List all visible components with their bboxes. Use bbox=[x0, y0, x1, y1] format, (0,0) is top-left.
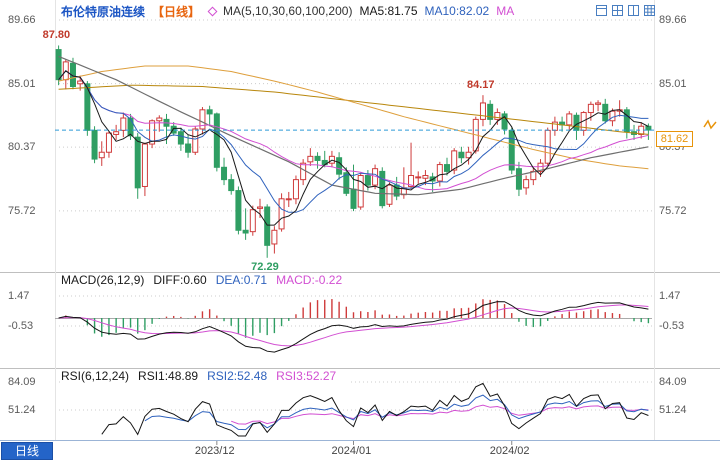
y-axis-label: 51.24 bbox=[8, 403, 36, 416]
single-chart-layout-icon[interactable] bbox=[595, 4, 608, 17]
price-annotation: 72.29 bbox=[251, 260, 279, 273]
y-axis-label: 75.72 bbox=[659, 204, 687, 217]
y-axis-label: 85.01 bbox=[659, 77, 687, 90]
ma30-label-truncated: MA bbox=[496, 4, 515, 18]
price-annotation: 87.80 bbox=[42, 29, 71, 42]
rsi-panel-header: RSI(6,12,24) RSI1:48.89 RSI2:52.48 RSI3:… bbox=[61, 369, 352, 383]
price-annotation: 84.17 bbox=[466, 79, 495, 92]
ma-diamond-icon bbox=[207, 6, 218, 16]
last-price-badge: 81.62 bbox=[656, 131, 693, 148]
y-axis-label: 51.24 bbox=[659, 403, 687, 416]
x-axis-label: 2024/02 bbox=[489, 445, 530, 457]
rsi-settings-label: RSI(6,12,24) bbox=[61, 369, 130, 383]
main-chart-header: 布伦特原油连续 【日线】 MA(5,10,30,60,100,200) MA5:… bbox=[61, 3, 522, 19]
y-axis-label: 1.47 bbox=[659, 289, 681, 302]
rsi1-value: RSI1:48.89 bbox=[138, 369, 199, 383]
y-axis-label: 89.66 bbox=[8, 14, 36, 26]
x-axis-label: 2023/12 bbox=[194, 445, 235, 457]
chart-layout-toolbar bbox=[595, 4, 656, 17]
rsi2-value: RSI2:52.48 bbox=[207, 369, 268, 383]
macd-panel-header: MACD(26,12,9) DIFF:0.60 DEA:0.71 MACD:-0… bbox=[61, 273, 358, 287]
y-axis-label: 80.37 bbox=[8, 141, 36, 154]
y-axis-label: 89.66 bbox=[659, 14, 687, 26]
x-axis-label: 2024/01 bbox=[331, 445, 372, 457]
y-axis-label: 75.72 bbox=[8, 204, 36, 217]
period-tag: 【日线】 bbox=[152, 4, 201, 19]
y-axis-label: -0.53 bbox=[659, 319, 685, 332]
y-axis-label: 84.09 bbox=[8, 376, 36, 388]
drawing-marker-icon[interactable] bbox=[703, 118, 718, 135]
grid-3x3-layout-icon[interactable] bbox=[643, 4, 656, 17]
macd-bar-value: MACD:-0.22 bbox=[276, 273, 343, 287]
vertical-split-layout-icon[interactable] bbox=[627, 4, 640, 17]
macd-diff-value: DIFF:0.60 bbox=[153, 273, 207, 287]
tab-daily-period[interactable]: 日线 bbox=[1, 442, 53, 460]
page-title: 布伦特原油连续 bbox=[61, 4, 146, 19]
ma-settings-label: MA(5,10,30,60,100,200) bbox=[223, 4, 353, 18]
macd-settings-label: MACD(26,12,9) bbox=[61, 273, 145, 287]
grid-2x2-layout-icon[interactable] bbox=[611, 4, 624, 17]
y-axis-label: 84.09 bbox=[659, 376, 687, 388]
y-axis-label: 1.47 bbox=[8, 289, 30, 302]
y-axis-label: -0.53 bbox=[8, 319, 34, 332]
rsi3-value: RSI3:52.27 bbox=[276, 369, 337, 383]
macd-dea-value: DEA:0.71 bbox=[215, 273, 268, 287]
y-axis-label: 85.01 bbox=[8, 77, 36, 90]
ma5-value: MA5:81.75 bbox=[359, 4, 418, 18]
ma10-value: MA10:82.02 bbox=[424, 4, 490, 18]
